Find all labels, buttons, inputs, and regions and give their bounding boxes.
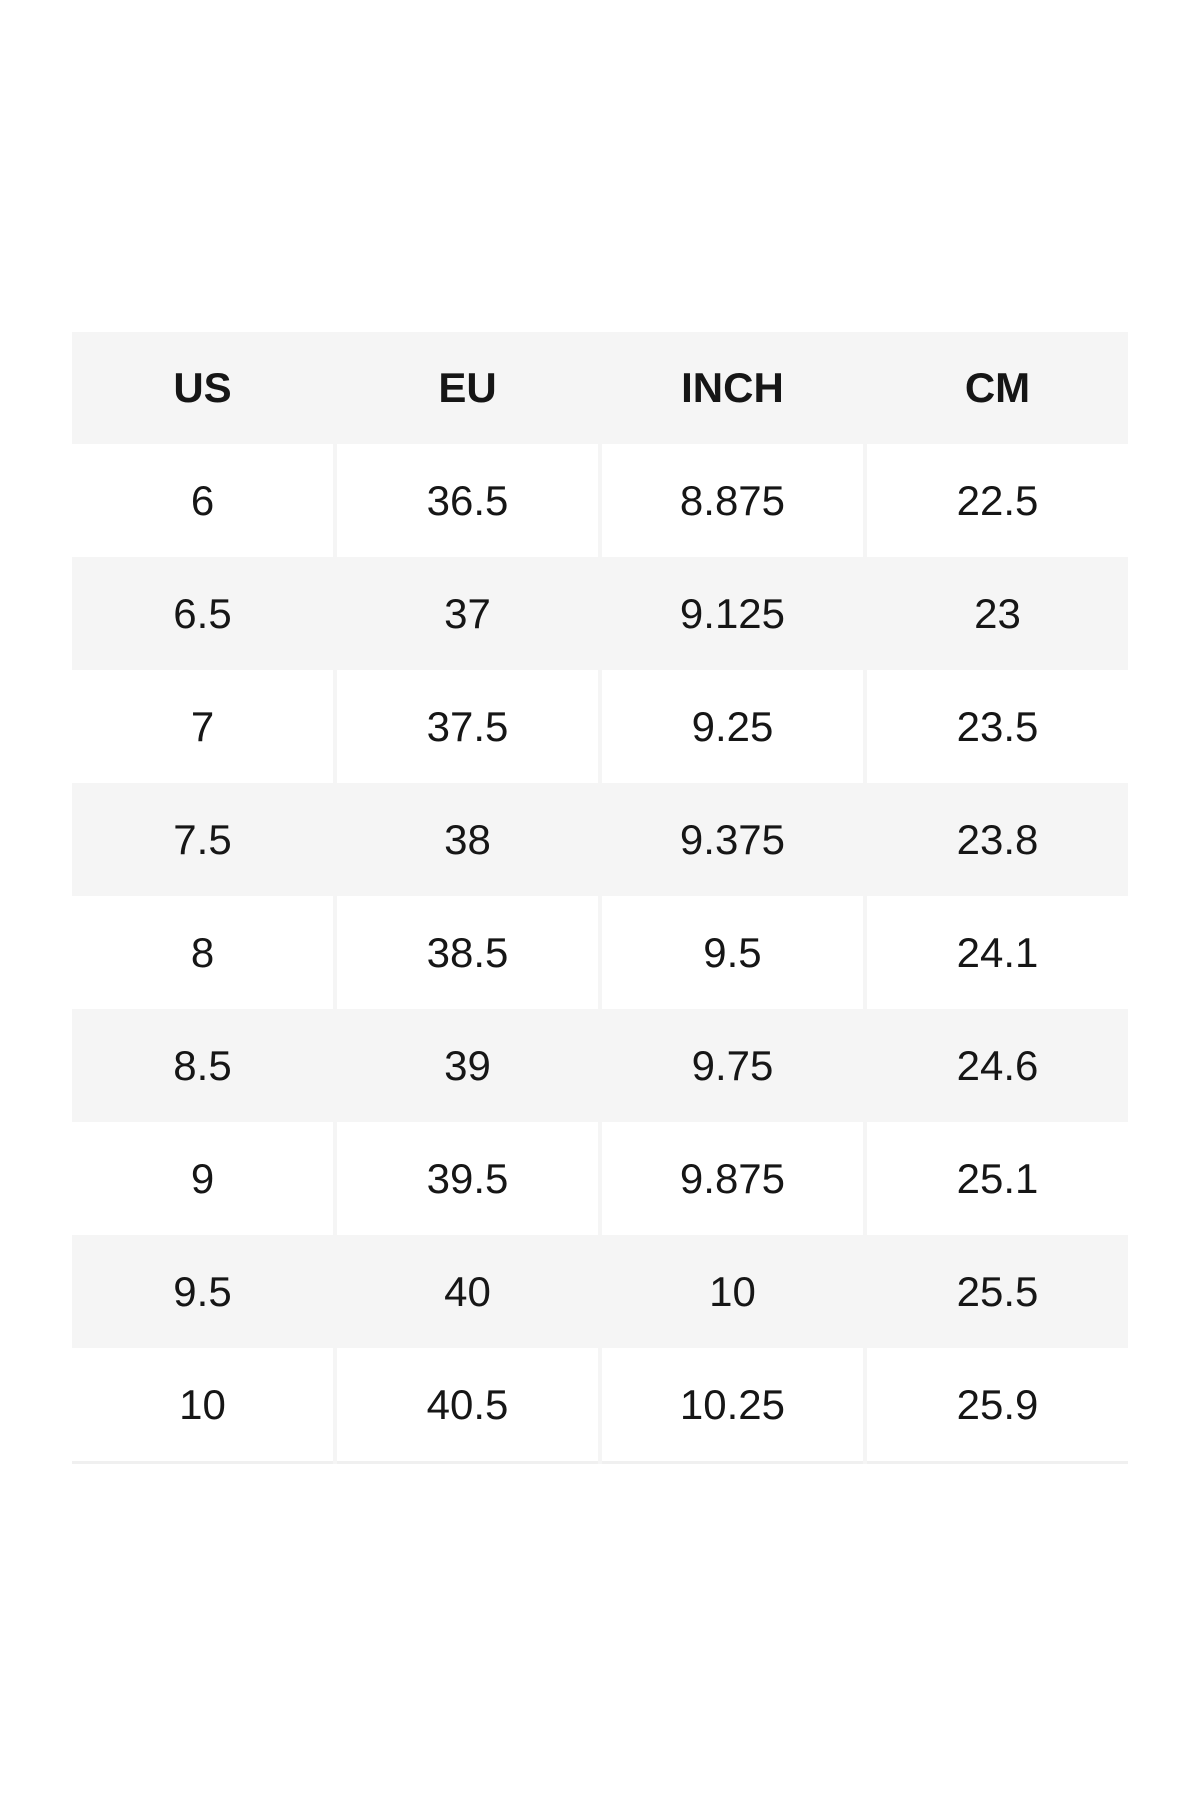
table-cell: 9.5 <box>72 1235 337 1348</box>
table-cell: 25.1 <box>864 1122 1128 1235</box>
table-cell: 40 <box>335 1235 602 1348</box>
table-cell: 9.5 <box>599 896 867 1009</box>
table-cell: 8 <box>72 896 337 1009</box>
table-cell: 24.6 <box>864 1009 1128 1122</box>
table-cell: 39 <box>335 1009 602 1122</box>
column-header-inch: INCH <box>599 332 867 444</box>
table-cell: 10 <box>72 1348 337 1463</box>
column-header-us: US <box>72 332 337 444</box>
table-row: 8.5 39 9.75 24.6 <box>72 1009 1128 1122</box>
table-cell: 9.75 <box>599 1009 867 1122</box>
table-cell: 40.5 <box>335 1348 602 1463</box>
table-row: 10 40.5 10.25 25.9 <box>72 1348 1128 1463</box>
table-cell: 36.5 <box>335 444 602 557</box>
table-body: 6 36.5 8.875 22.5 6.5 37 9.125 23 7 37.5 9.25 23.5 7… <box>72 444 1128 1463</box>
table-cell: 8.5 <box>72 1009 337 1122</box>
table-cell: 9.125 <box>599 557 867 670</box>
table-cell: 8.875 <box>599 444 867 557</box>
table-cell: 23 <box>864 557 1128 670</box>
table-cell: 9.875 <box>599 1122 867 1235</box>
size-conversion-table-container: US EU INCH CM 6 36.5 8.875 22.5 6.5 37 9.125 23 7 37… <box>72 332 1128 1464</box>
size-conversion-table: US EU INCH CM 6 36.5 8.875 22.5 6.5 37 9.125 23 7 37… <box>72 332 1128 1464</box>
table-cell: 24.1 <box>864 896 1128 1009</box>
table-cell: 10 <box>599 1235 867 1348</box>
table-row: 6 36.5 8.875 22.5 <box>72 444 1128 557</box>
table-row: 8 38.5 9.5 24.1 <box>72 896 1128 1009</box>
table-cell: 9 <box>72 1122 337 1235</box>
table-row: 9 39.5 9.875 25.1 <box>72 1122 1128 1235</box>
table-cell: 39.5 <box>335 1122 602 1235</box>
table-header: US EU INCH CM <box>72 332 1128 444</box>
table-row: 7 37.5 9.25 23.5 <box>72 670 1128 783</box>
table-cell: 25.5 <box>864 1235 1128 1348</box>
table-cell: 37.5 <box>335 670 602 783</box>
column-header-eu: EU <box>335 332 602 444</box>
table-cell: 37 <box>335 557 602 670</box>
table-cell: 38.5 <box>335 896 602 1009</box>
table-cell: 7.5 <box>72 783 337 896</box>
table-cell: 23.8 <box>864 783 1128 896</box>
table-row: 9.5 40 10 25.5 <box>72 1235 1128 1348</box>
table-cell: 6.5 <box>72 557 337 670</box>
table-cell: 6 <box>72 444 337 557</box>
header-row: US EU INCH CM <box>72 332 1128 444</box>
table-cell: 9.375 <box>599 783 867 896</box>
table-cell: 25.9 <box>864 1348 1128 1463</box>
table-row: 7.5 38 9.375 23.8 <box>72 783 1128 896</box>
table-cell: 7 <box>72 670 337 783</box>
table-row: 6.5 37 9.125 23 <box>72 557 1128 670</box>
table-cell: 9.25 <box>599 670 867 783</box>
table-cell: 10.25 <box>599 1348 867 1463</box>
table-cell: 38 <box>335 783 602 896</box>
column-header-cm: CM <box>864 332 1128 444</box>
table-cell: 23.5 <box>864 670 1128 783</box>
table-cell: 22.5 <box>864 444 1128 557</box>
